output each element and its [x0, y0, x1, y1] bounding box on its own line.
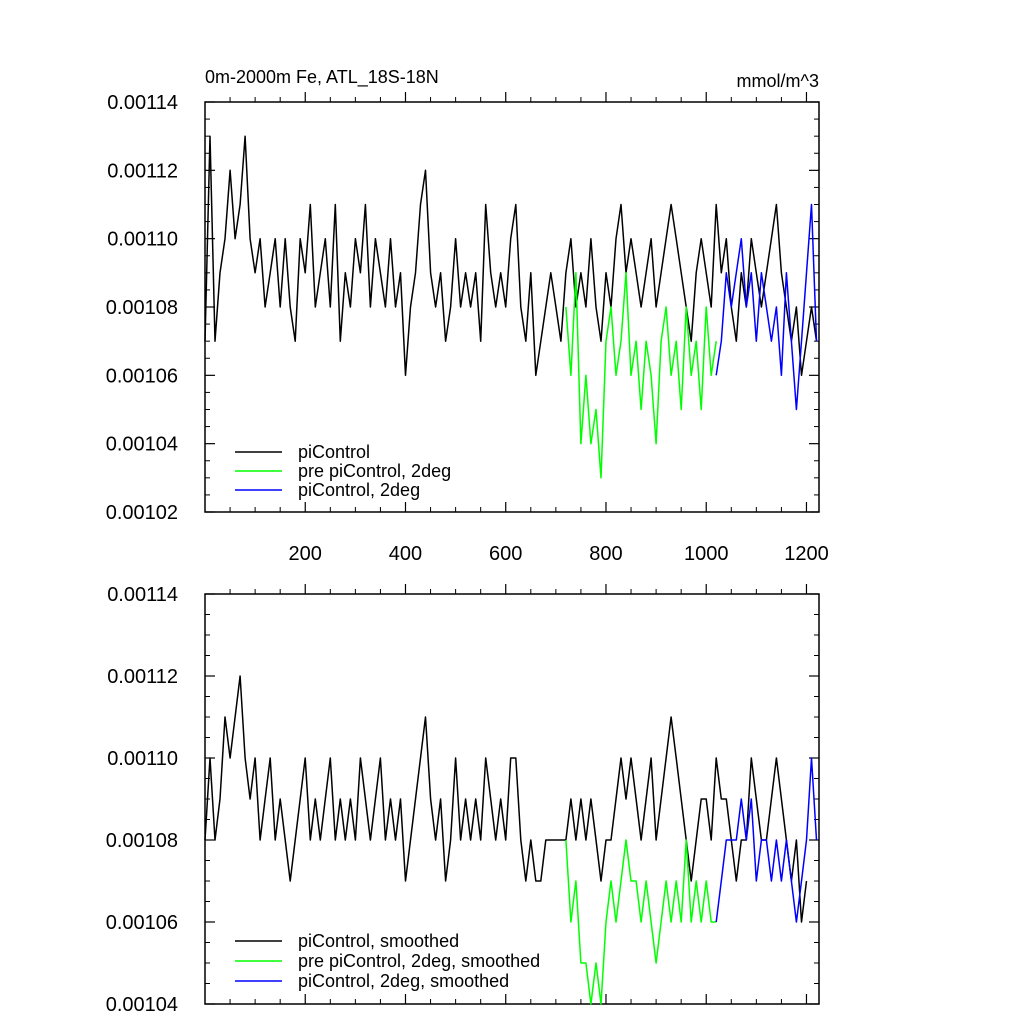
series-layer — [204, 135, 818, 479]
series-layer — [204, 675, 818, 1005]
legend-label-2: piControl, 2deg — [298, 480, 420, 500]
units-label: mmol/m^3 — [737, 71, 819, 91]
x-tick-label: 600 — [489, 543, 522, 565]
y-tick-label: 0.00112 — [107, 666, 178, 688]
x-tick-label: 800 — [589, 543, 622, 565]
y-tick-label: 0.00108 — [106, 297, 178, 319]
series-line-0 — [204, 135, 818, 377]
legend-label-1: pre piControl, 2deg, smoothed — [298, 951, 540, 971]
chart-title: 0m-2000m Fe, ATL_18S-18N — [205, 67, 439, 88]
series-line-2 — [715, 757, 818, 923]
y-tick-label: 0.00106 — [106, 365, 178, 387]
legend-label-2: piControl, 2deg, smoothed — [298, 971, 509, 991]
y-tick-label: 0.00102 — [106, 502, 178, 524]
series-line-2 — [715, 203, 818, 411]
y-tick-label: 0.00104 — [106, 994, 178, 1016]
x-tick-label: 1200 — [784, 543, 829, 565]
y-tick-label: 0.00114 — [107, 584, 178, 606]
axis-ticks: 0.00102 0.00104 0.00106 0.00108 0.00110 0.001… — [106, 92, 829, 565]
x-tick-label: 1000 — [684, 543, 729, 565]
x-tick-label: 200 — [289, 543, 322, 565]
legend-label-0: piControl — [298, 442, 370, 462]
series-line-1 — [565, 272, 717, 479]
series-line-1 — [565, 839, 717, 1005]
y-tick-label: 0.00106 — [106, 912, 178, 934]
axis-ticks: 0.00104 0.00106 0.00108 0.00110 0.00112 0.001… — [106, 584, 819, 1016]
chart-bottom: 0.00104 0.00106 0.00108 0.00110 0.00112 0.001… — [106, 584, 820, 1016]
y-tick-label: 0.00114 — [107, 92, 178, 114]
y-tick-label: 0.00110 — [107, 748, 178, 770]
y-tick-label: 0.00110 — [107, 229, 178, 251]
series-line-0 — [204, 675, 808, 923]
legend-label-1: pre piControl, 2deg — [298, 461, 451, 481]
x-tick-label: 400 — [389, 543, 422, 565]
legend-label-0: piControl, smoothed — [298, 931, 459, 951]
y-tick-label: 0.00108 — [106, 830, 178, 852]
y-tick-label: 0.00112 — [107, 160, 178, 182]
y-tick-label: 0.00104 — [106, 434, 178, 456]
chart-top: 0m-2000m Fe, ATL_18S-18N mmol/m^3 0.0010… — [106, 67, 829, 565]
